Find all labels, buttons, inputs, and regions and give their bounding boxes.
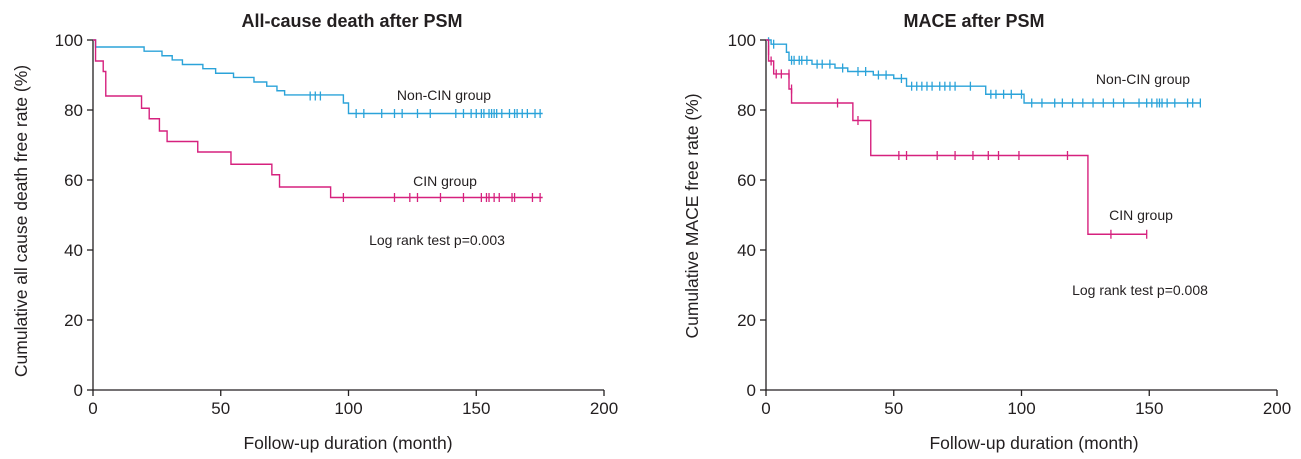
x-tick-label: 150 (1135, 399, 1163, 418)
kaplan-meier-chart-all-cause-death: All-cause death after PSM Cumulative all… (11, 11, 618, 453)
y-tick-label: 100 (728, 31, 756, 50)
series-label-cin: CIN group (1109, 207, 1173, 223)
y-axis-label: Cumulative MACE free rate (%) (682, 93, 702, 338)
x-tick-label: 150 (462, 399, 490, 418)
survival-curve-non-cin-group (766, 39, 1201, 104)
chart-title: MACE after PSM (903, 11, 1044, 31)
y-tick-label: 0 (747, 381, 756, 400)
x-tick-label: 0 (88, 399, 97, 418)
survival-curve-non-cin-group (93, 39, 543, 115)
log-rank-annotation: Log rank test p=0.003 (369, 232, 505, 248)
x-tick-label: 100 (1007, 399, 1035, 418)
y-tick-label: 0 (74, 381, 83, 400)
y-tick-label: 80 (737, 101, 756, 120)
x-tick-label: 0 (761, 399, 770, 418)
y-tick-label: 20 (64, 311, 83, 330)
x-tick-label: 200 (1263, 399, 1291, 418)
chart-title: All-cause death after PSM (241, 11, 462, 31)
y-tick-label: 100 (55, 31, 83, 50)
series-label-non-cin: Non-CIN group (1096, 71, 1190, 87)
survival-curve-cin-group (93, 39, 543, 199)
log-rank-annotation: Log rank test p=0.008 (1072, 282, 1208, 298)
y-tick-label: 60 (737, 171, 756, 190)
x-tick-label: 50 (884, 399, 903, 418)
y-tick-label: 40 (64, 241, 83, 260)
chart-panel-mace: MACE after PSM Cumulative MACE free rate… (651, 0, 1301, 459)
survival-curve-cin-group (766, 39, 1147, 235)
chart-panel-all-cause-death: All-cause death after PSM Cumulative all… (0, 0, 650, 459)
x-tick-label: 200 (590, 399, 618, 418)
y-tick-label: 60 (64, 171, 83, 190)
series-label-non-cin: Non-CIN group (397, 87, 491, 103)
x-tick-label: 50 (211, 399, 230, 418)
y-axis-label: Cumulative all cause death free rate (%) (11, 65, 31, 377)
kaplan-meier-chart-mace: MACE after PSM Cumulative MACE free rate… (682, 11, 1291, 453)
series-label-cin: CIN group (413, 173, 477, 189)
y-tick-label: 80 (64, 101, 83, 120)
x-tick-label: 100 (334, 399, 362, 418)
y-tick-label: 20 (737, 311, 756, 330)
x-axis-label: Follow-up duration (month) (243, 433, 452, 453)
y-tick-label: 40 (737, 241, 756, 260)
x-axis-label: Follow-up duration (month) (929, 433, 1138, 453)
